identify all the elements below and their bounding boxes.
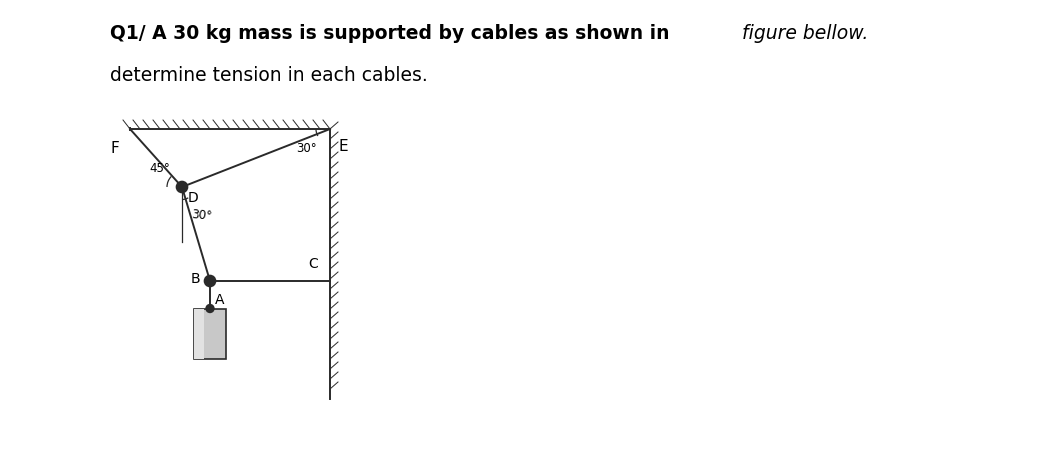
Text: 45°: 45°: [150, 162, 171, 175]
Text: Q1/ A 30 kg mass is supported by cables as shown in: Q1/ A 30 kg mass is supported by cables …: [110, 24, 676, 43]
Text: E: E: [338, 139, 348, 154]
Text: figure bellow.: figure bellow.: [742, 24, 868, 43]
Text: determine tension in each cables.: determine tension in each cables.: [110, 66, 428, 85]
Text: 30°: 30°: [191, 207, 212, 222]
Bar: [194, 309, 204, 359]
Text: 30°: 30°: [296, 142, 316, 155]
Text: F: F: [110, 141, 119, 156]
Circle shape: [206, 305, 213, 313]
Circle shape: [204, 276, 215, 286]
Text: B: B: [191, 272, 200, 286]
Text: C: C: [308, 257, 318, 271]
Text: A: A: [215, 293, 225, 307]
Text: D: D: [188, 191, 199, 205]
Bar: [194, 309, 226, 359]
Circle shape: [177, 181, 187, 193]
